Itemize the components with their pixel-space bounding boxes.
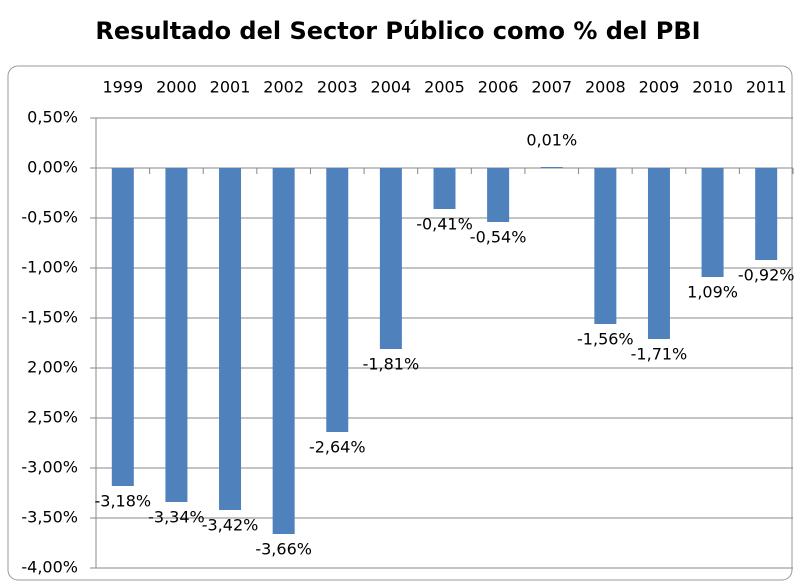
x-tick-label: 2002 [263, 78, 304, 97]
bar [647, 168, 670, 339]
bar [540, 167, 563, 168]
bar [272, 168, 295, 534]
data-label: -3,18% [95, 492, 152, 511]
x-tick-label: 1999 [102, 78, 143, 97]
bar [111, 168, 134, 486]
x-tick-label: 2004 [371, 78, 412, 97]
data-label: -1,71% [631, 345, 688, 364]
data-label: 0,01% [526, 131, 577, 150]
y-tick-label: 0,00% [27, 158, 78, 177]
y-tick-label: 0,50% [27, 108, 78, 127]
y-tick-label: 2,50% [27, 408, 78, 427]
x-tick-label: 2007 [531, 78, 572, 97]
y-tick-label: -4,00% [21, 558, 78, 577]
x-tick-label: 2003 [317, 78, 358, 97]
data-label: -0,54% [470, 228, 527, 247]
bar [326, 168, 349, 432]
x-tick-label: 2000 [156, 78, 197, 97]
x-tick-label: 2006 [478, 78, 519, 97]
y-tick-label: -1,00% [21, 258, 78, 277]
y-tick-label: 2,00% [27, 358, 78, 377]
x-tick-label: 2009 [639, 78, 680, 97]
data-label: -3,66% [255, 540, 312, 559]
bar [379, 168, 402, 349]
bar [165, 168, 188, 502]
data-label: -3,34% [148, 508, 205, 527]
bar [219, 168, 242, 510]
bar [701, 168, 724, 277]
x-tick-label: 2011 [746, 78, 787, 97]
x-tick-label: 2005 [424, 78, 465, 97]
y-tick-label: -1,50% [21, 308, 78, 327]
data-label: -3,42% [202, 516, 259, 535]
x-tick-label: 2001 [210, 78, 251, 97]
chart-title: Resultado del Sector Público como % del … [95, 17, 700, 45]
data-label: -2,64% [309, 438, 366, 457]
bar [433, 168, 456, 209]
data-label: -1,81% [363, 355, 420, 374]
data-label: -0,41% [416, 215, 473, 234]
bar [487, 168, 510, 222]
y-tick-label: -0,50% [21, 208, 78, 227]
data-label: -0,92% [738, 266, 795, 285]
y-tick-label: -3,00% [21, 458, 78, 477]
bar [594, 168, 617, 324]
x-tick-label: 2008 [585, 78, 626, 97]
bar [755, 168, 778, 260]
data-label: 1,09% [687, 283, 738, 302]
x-tick-label: 2010 [692, 78, 733, 97]
data-label: -1,56% [577, 330, 634, 349]
y-tick-label: -3,50% [21, 508, 78, 527]
